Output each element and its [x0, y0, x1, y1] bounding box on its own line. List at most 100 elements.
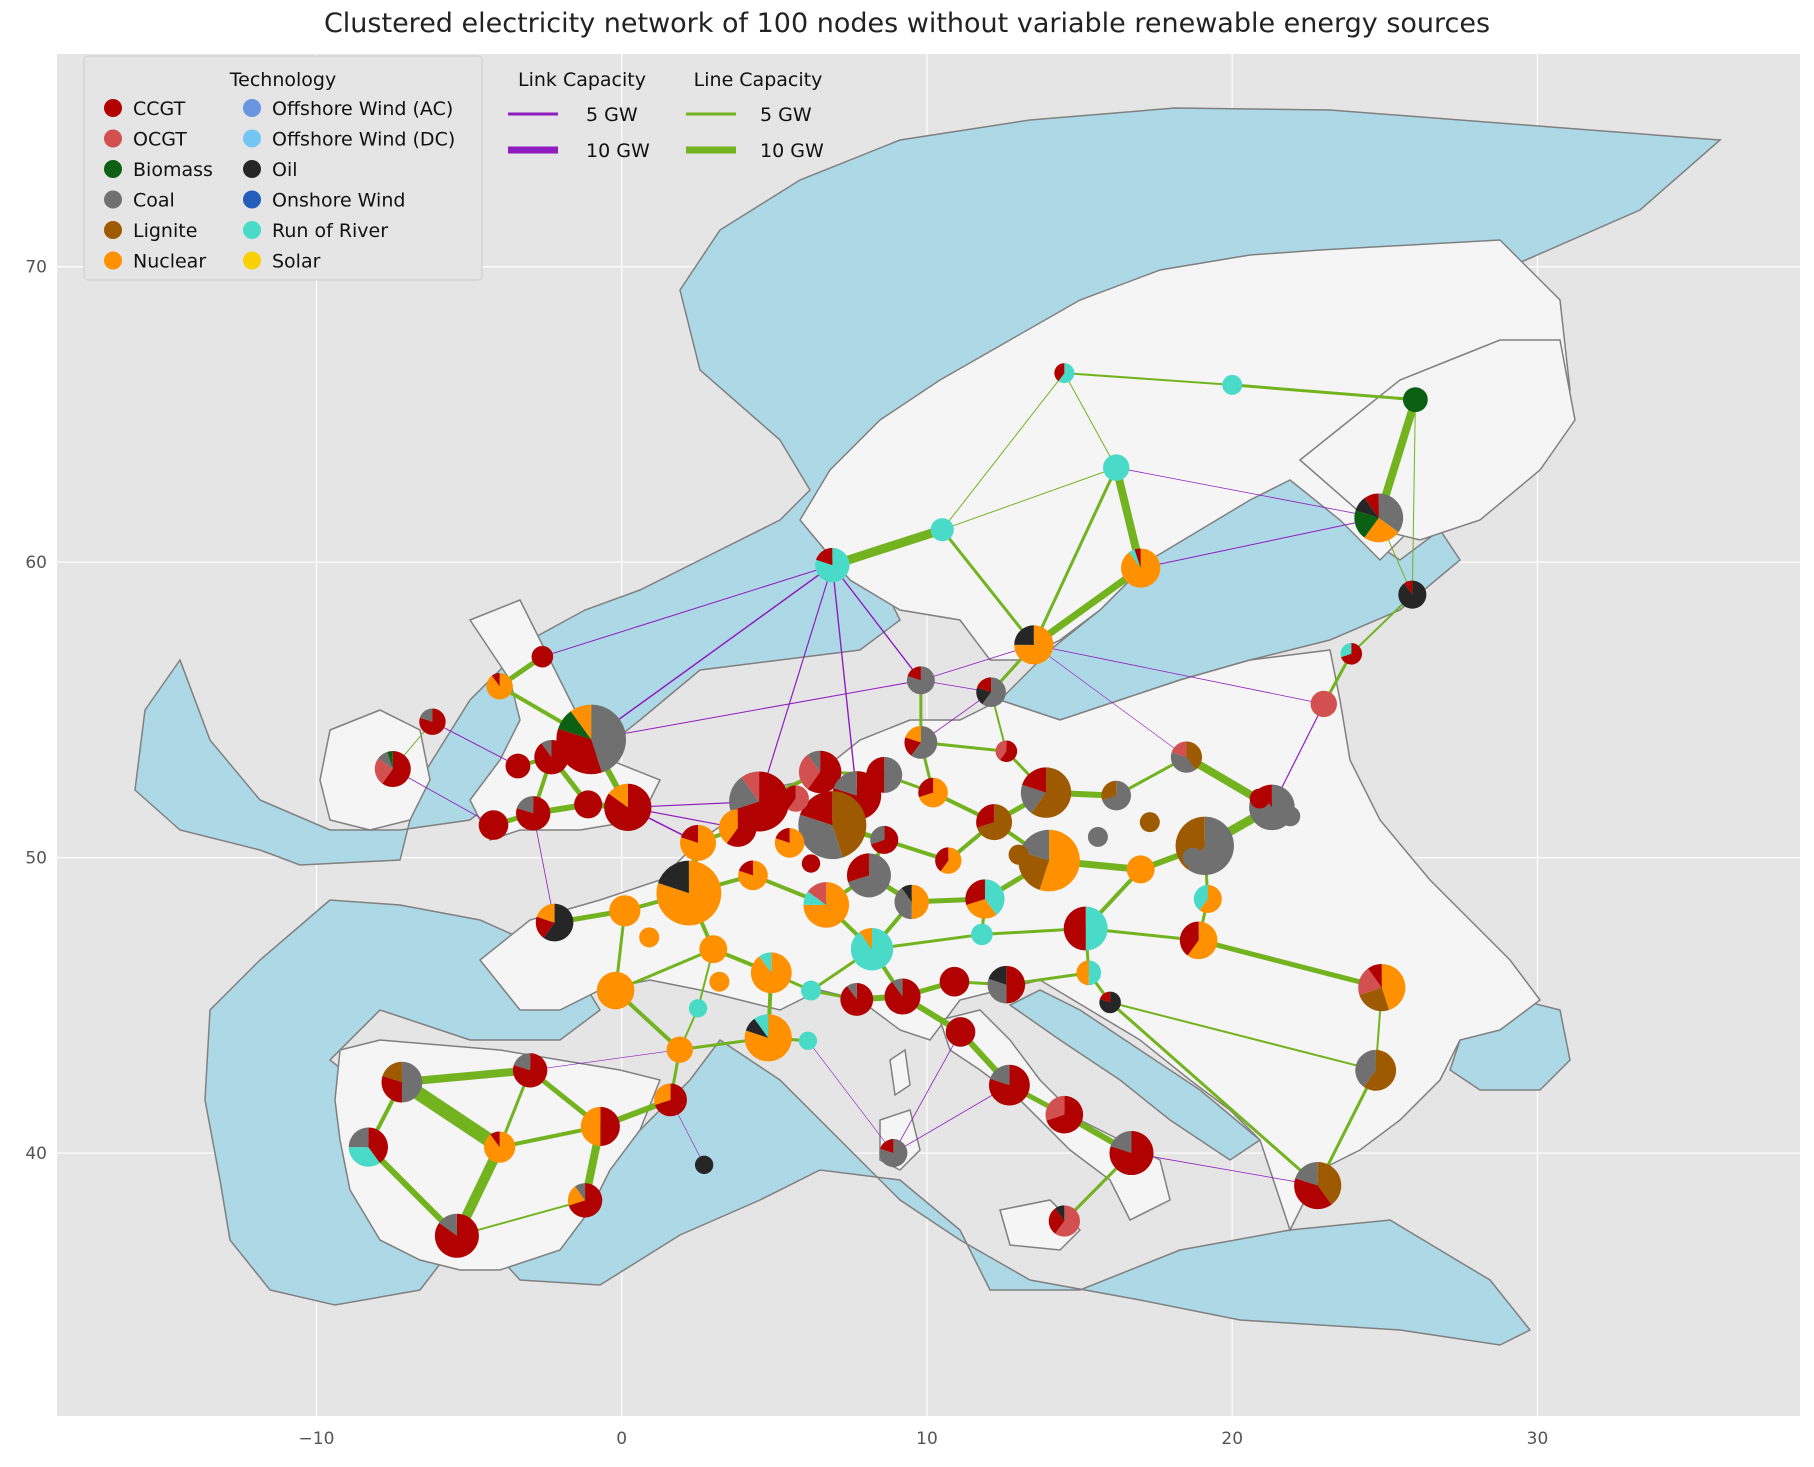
- node-pie: [750, 952, 792, 994]
- pie-slice: [833, 771, 857, 796]
- legend-swatch: [104, 99, 122, 117]
- pie-slice: [1134, 548, 1141, 569]
- pie-slice: [718, 809, 738, 844]
- pie-slice: [984, 879, 1005, 915]
- x-tick-label: 30: [1527, 1429, 1549, 1449]
- pie-slice: [918, 777, 934, 798]
- legend-label: Run of River: [272, 220, 388, 242]
- pie-slice: [567, 1186, 586, 1206]
- pie-slice: [726, 809, 757, 847]
- pie-slice: [1039, 829, 1080, 892]
- node-pie: [798, 1031, 818, 1050]
- legend-link-5gw-label: 5 GW: [586, 104, 638, 126]
- legend-swatch: [104, 251, 122, 270]
- node-pie: [639, 927, 660, 948]
- legend-box: [83, 55, 483, 281]
- pie-slice: [680, 824, 699, 843]
- node-pie: [1101, 780, 1132, 811]
- pie-slice: [1101, 780, 1117, 801]
- node-pie: [1018, 829, 1080, 892]
- legend-label: Offshore Wind (AC): [272, 98, 453, 120]
- pie-slice: [729, 777, 760, 811]
- pie-slice: [1099, 991, 1111, 1003]
- pie-slice: [1295, 1161, 1318, 1186]
- pie-slice: [738, 860, 753, 876]
- link-line: [831, 564, 922, 681]
- pie-slice: [1222, 374, 1243, 395]
- node-pie: [1109, 1131, 1154, 1176]
- pie-slice: [1046, 1095, 1084, 1134]
- pie-slice: [1354, 510, 1379, 538]
- pie-slice: [782, 785, 796, 810]
- node-pie: [419, 708, 446, 735]
- pie-slice: [798, 754, 821, 790]
- pie-slice: [574, 790, 603, 819]
- pie-slice: [988, 1064, 1030, 1106]
- y-tick-label: 60: [25, 553, 47, 573]
- ac-line: [941, 467, 1117, 531]
- link-line: [807, 1040, 894, 1154]
- pie-slice: [1088, 960, 1102, 986]
- ac-line: [1063, 372, 1117, 469]
- ac-line: [1196, 937, 1385, 991]
- x-tick-label: 10: [916, 1429, 938, 1449]
- pie-slice: [800, 791, 833, 826]
- pie-slice: [815, 547, 850, 583]
- pie-slice: [891, 978, 903, 997]
- pie-slice: [971, 923, 993, 946]
- pie-slice: [381, 1075, 402, 1103]
- pie-slice: [803, 891, 827, 905]
- pie-slice: [832, 791, 867, 858]
- pie-slice: [419, 708, 446, 735]
- node-pie: [1045, 1095, 1084, 1134]
- node-pie: [1076, 960, 1102, 986]
- node-pie: [1170, 741, 1203, 773]
- pie-slice: [580, 1106, 601, 1147]
- pie-slice: [574, 1183, 586, 1201]
- node-pie: [840, 983, 874, 1016]
- pie-slice: [1398, 580, 1427, 609]
- legend-swatch: [104, 129, 122, 148]
- pie-slice: [1006, 965, 1026, 1004]
- pie-slice: [1014, 625, 1034, 645]
- pie-slice: [911, 884, 929, 920]
- pie-slice: [859, 927, 873, 950]
- pie-slice: [982, 677, 1006, 707]
- pie-slice: [945, 1017, 976, 1047]
- link-line: [893, 1084, 1010, 1154]
- x-tick-label: −10: [299, 1429, 335, 1449]
- pie-slice: [1193, 884, 1208, 911]
- pie-slice: [930, 518, 954, 542]
- pie-slice: [1402, 387, 1428, 413]
- pie-slice: [439, 1213, 457, 1236]
- pie-slice: [1055, 1205, 1080, 1237]
- node-pie: [782, 785, 809, 812]
- pie-slice: [709, 971, 730, 992]
- node-pie: [1139, 812, 1160, 833]
- node-pie: [906, 666, 935, 695]
- link-line: [920, 644, 1034, 681]
- node-pie: [976, 804, 1013, 841]
- pie-slice: [484, 1131, 516, 1163]
- pie-slice: [639, 927, 660, 948]
- pie-slice: [608, 783, 628, 808]
- node-pie: [1008, 844, 1029, 865]
- node-pie: [688, 999, 708, 1018]
- node-pie: [870, 825, 899, 854]
- node-pie: [478, 810, 509, 840]
- pie-slice: [1249, 788, 1270, 809]
- pie-slice: [515, 796, 551, 831]
- node-pie: [374, 750, 411, 787]
- node-pie: [604, 783, 652, 831]
- pie-slice: [543, 903, 574, 942]
- network-nodes: [348, 363, 1428, 1258]
- pie-slice: [535, 916, 555, 938]
- ac-line: [455, 1199, 587, 1237]
- node-pie: [801, 854, 821, 873]
- pie-slice: [904, 737, 921, 756]
- node-pie: [1355, 1049, 1397, 1091]
- pie-slice: [1186, 741, 1203, 770]
- pie-slice: [368, 1127, 388, 1164]
- node-pie: [1014, 625, 1054, 665]
- pie-slice: [694, 1155, 714, 1175]
